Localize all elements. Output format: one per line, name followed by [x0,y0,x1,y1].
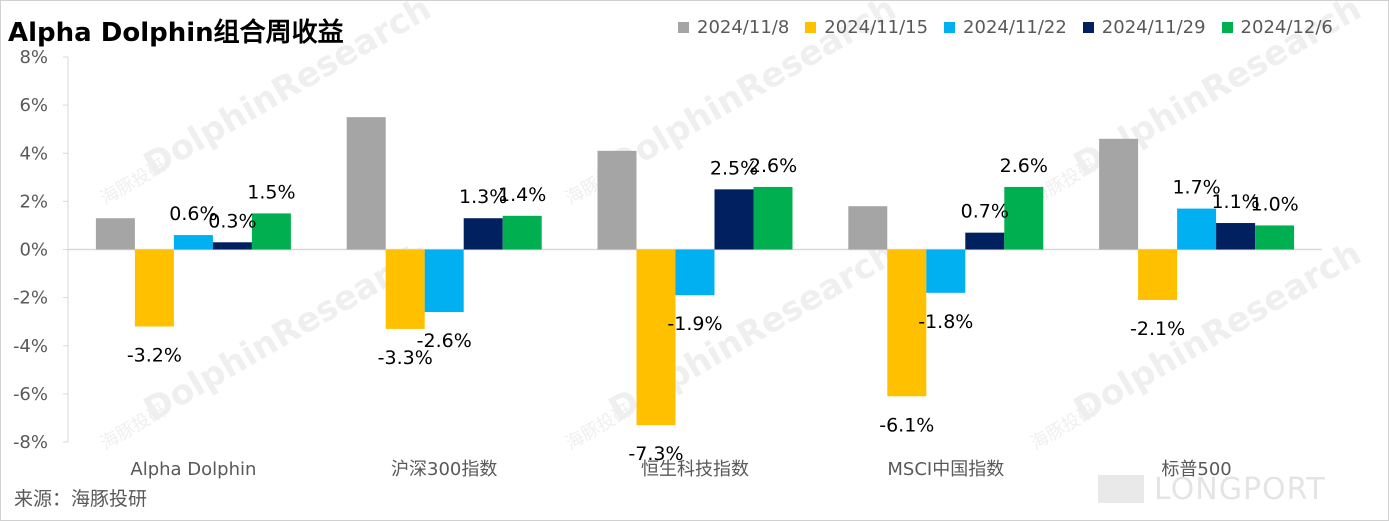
bar [636,249,676,426]
data-label: 1.1% [1211,191,1259,213]
y-tick-label: -8% [13,432,48,453]
chart-title: Alpha Dolphin组合周收益 [8,18,344,48]
x-category-label: 恒生科技指数 [641,459,749,480]
axis-layer: 8% 6% 4% 2% 0% -2% -4% -6% -8% Alpha Dolphin 沪深300… [13,47,1322,480]
bar [965,232,1005,250]
longport-watermark: LONGPORT [1098,471,1326,507]
legend-swatch-1 [678,21,689,33]
bar [887,249,927,397]
legend-label-1: 2024/11/8 [697,16,790,38]
legend: 2024/11/8 2024/11/15 2024/11/22 2024/11/… [678,15,1333,39]
data-label: 1.0% [1250,193,1298,215]
bar [1177,208,1217,250]
y-tick-label: 8% [19,47,48,68]
data-label: -7.3% [628,443,683,465]
bar [1216,223,1256,250]
bar [424,249,464,313]
bar [463,218,503,250]
data-label: -1.9% [667,313,722,335]
y-tick-label: -2% [13,288,48,309]
data-label: -2.6% [417,330,472,352]
bar [1099,138,1139,250]
y-tick-label: 4% [19,143,48,164]
y-tick-label: 6% [19,95,48,116]
bar [675,249,715,296]
bar [753,186,793,250]
legend-item-4: 2024/11/29 [1082,16,1206,38]
bar [1138,249,1178,301]
bar [385,249,425,329]
legend-item-5: 2024/12/6 [1221,16,1333,38]
bars-layer [95,117,1295,426]
y-tick-label: 0% [19,240,48,261]
data-label: 0.3% [208,210,256,232]
bar [714,189,754,250]
source-note: 来源：海豚投研 [14,488,148,510]
legend-label-4: 2024/11/29 [1101,16,1206,38]
data-label: 1.5% [247,181,295,203]
bar [95,218,135,250]
x-category-label: Alpha Dolphin [130,459,256,480]
data-label: 2.6% [1000,155,1048,177]
data-label: -1.8% [918,311,973,333]
y-tick-label: -4% [13,336,48,357]
data-label: 2.6% [749,155,797,177]
bar [597,150,637,250]
legend-item-2: 2024/11/15 [805,17,928,38]
data-label: -3.3% [378,347,433,369]
legend-swatch-2 [805,21,817,33]
data-label: 1.7% [1172,177,1220,199]
legend-label-5: 2024/12/6 [1240,16,1333,38]
data-label: 0.7% [961,201,1009,223]
data-label: 1.4% [498,184,546,206]
bar [1255,225,1295,250]
legend-label-3: 2024/11/22 [963,16,1067,38]
legend-item-1: 2024/11/8 [678,17,789,38]
bar [502,215,542,250]
bar [346,117,386,250]
data-labels-layer: -3.2% -3.3% -7.3% -6.1% -2.1% 0.6% -2.6% -1.9% -… [127,155,1299,465]
bar [212,242,252,250]
bar [926,249,966,293]
legend-swatch-4 [1082,21,1094,33]
watermark-text: DolphinResearch [137,0,438,185]
bar [251,213,291,250]
data-label: -3.2% [127,345,182,367]
bar [848,206,888,250]
data-label: -2.1% [1130,318,1185,340]
bar [173,235,213,250]
x-category-label: 沪深300指数 [391,459,497,480]
longport-watermark-text: LONGPORT [1154,471,1326,507]
legend-item-3: 2024/11/22 [944,17,1067,38]
data-label: -6.1% [879,414,934,436]
legend-swatch-3 [944,21,956,33]
bar [134,249,174,327]
legend-swatch-5 [1221,21,1233,33]
x-category-label: MSCI中国指数 [887,459,1004,480]
legend-label-2: 2024/11/15 [824,16,929,38]
bar [1004,186,1044,250]
data-label: 1.3% [459,186,507,208]
y-tick-label: -6% [13,384,48,405]
data-label: 2.5% [710,157,758,179]
watermark-text: DolphinResearch [1067,234,1368,431]
x-category-label: 标普500 [1161,459,1231,480]
longport-logo-icon [1098,475,1144,503]
y-tick-label: 2% [19,191,48,212]
data-label: 0.6% [169,203,217,225]
